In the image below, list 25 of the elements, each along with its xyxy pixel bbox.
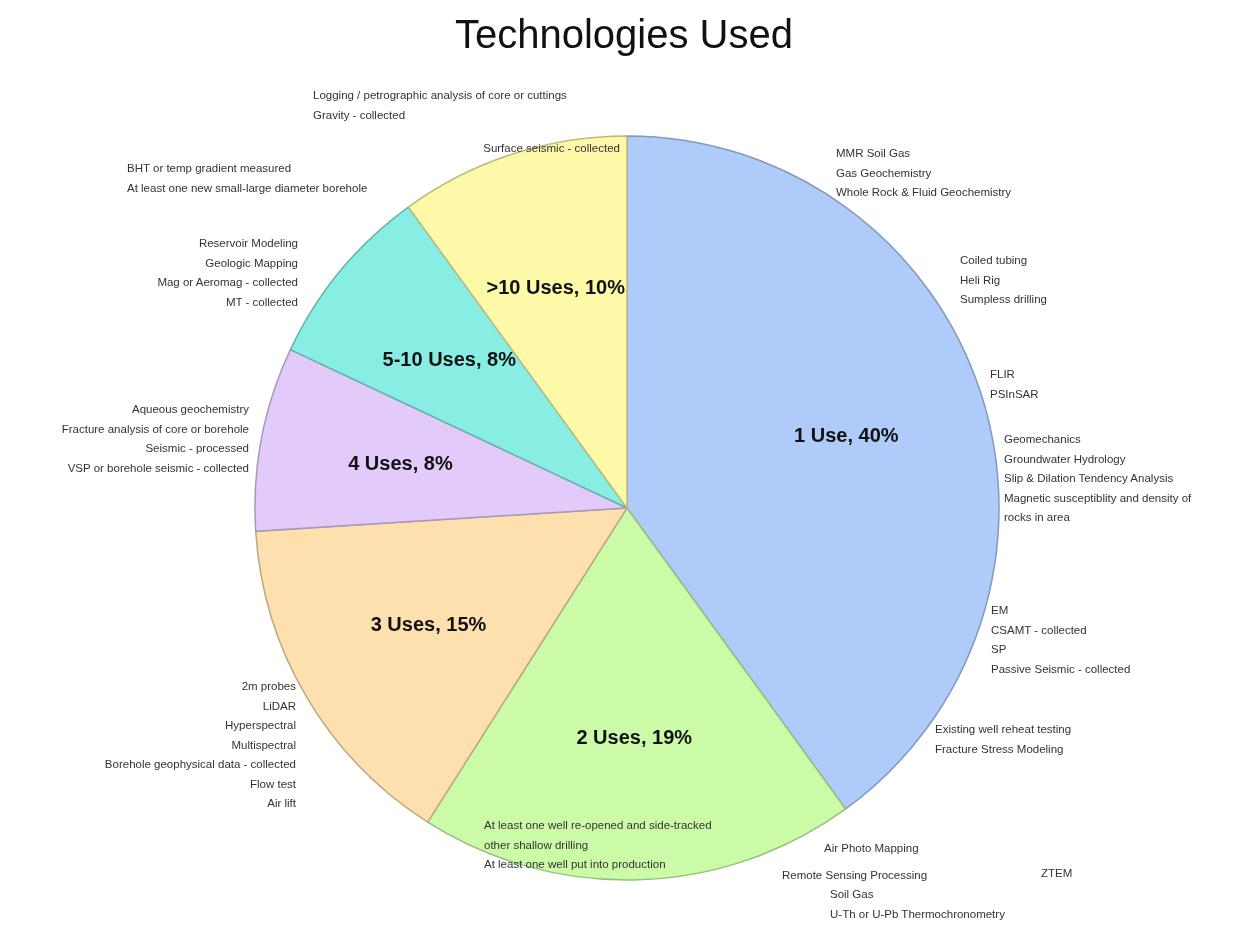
text: Coiled tubing Heli Rig Sumpless drilling xyxy=(960,254,1047,305)
slice-label: >10 Uses, 10% xyxy=(486,275,626,298)
slice-label: 4 Uses, 8% xyxy=(348,452,453,475)
text: At least one well re-opened and side-tracked other shallow drilling At least one well put into production xyxy=(484,819,712,870)
slice-label: 3 Uses, 15% xyxy=(370,612,487,635)
text: Logging / petrographic analysis of core or cuttings Gravity - collected xyxy=(313,89,568,121)
text: EM CSAMT - collected SP Passive Seismic - collected xyxy=(991,604,1131,675)
slice-label: 2 Uses, 19% xyxy=(576,725,693,748)
chart-title: Technologies Used xyxy=(455,12,793,56)
text: Existing well reheat testing Fracture Stress Modeling xyxy=(935,723,1072,755)
pie-slice xyxy=(254,348,628,533)
text: MMR Soil Gas Gas Geochemistry Whole Rock & Fluid Geochemistry xyxy=(836,147,1012,198)
slice-label: 5-10 Uses, 8% xyxy=(382,348,517,371)
text: 2m probes LiDAR Hyperspectral Multispectral Borehole geophysical data - collected Flow test Air lift xyxy=(104,680,297,809)
text: Air Photo Mapping xyxy=(824,842,919,854)
text: Remote Sensing Processing xyxy=(782,869,928,881)
text: BHT or temp gradient measured At least one new small-large diameter borehole xyxy=(127,162,368,194)
text: Aqueous geochemistry Fracture analysis of core or borehole Seismic - processed VSP or borehole seismic - collected xyxy=(61,403,250,474)
text: Reservoir Modeling Geologic Mapping Mag or Aeromag - collected MT - collected xyxy=(157,237,298,308)
text: Geomechanics Groundwater Hydrology Slip & Dilation Tendency Analysis Magnetic susceptiblity and density of rocks in area xyxy=(1004,433,1193,523)
slice-label: 1 Use, 40% xyxy=(794,424,899,447)
text: Surface seismic - collected xyxy=(483,142,620,154)
text: ZTEM xyxy=(1041,867,1073,879)
text: FLIR PSInSAR xyxy=(990,368,1039,400)
text: Soil Gas U-Th or U-Pb Thermochronometry xyxy=(830,888,1006,920)
